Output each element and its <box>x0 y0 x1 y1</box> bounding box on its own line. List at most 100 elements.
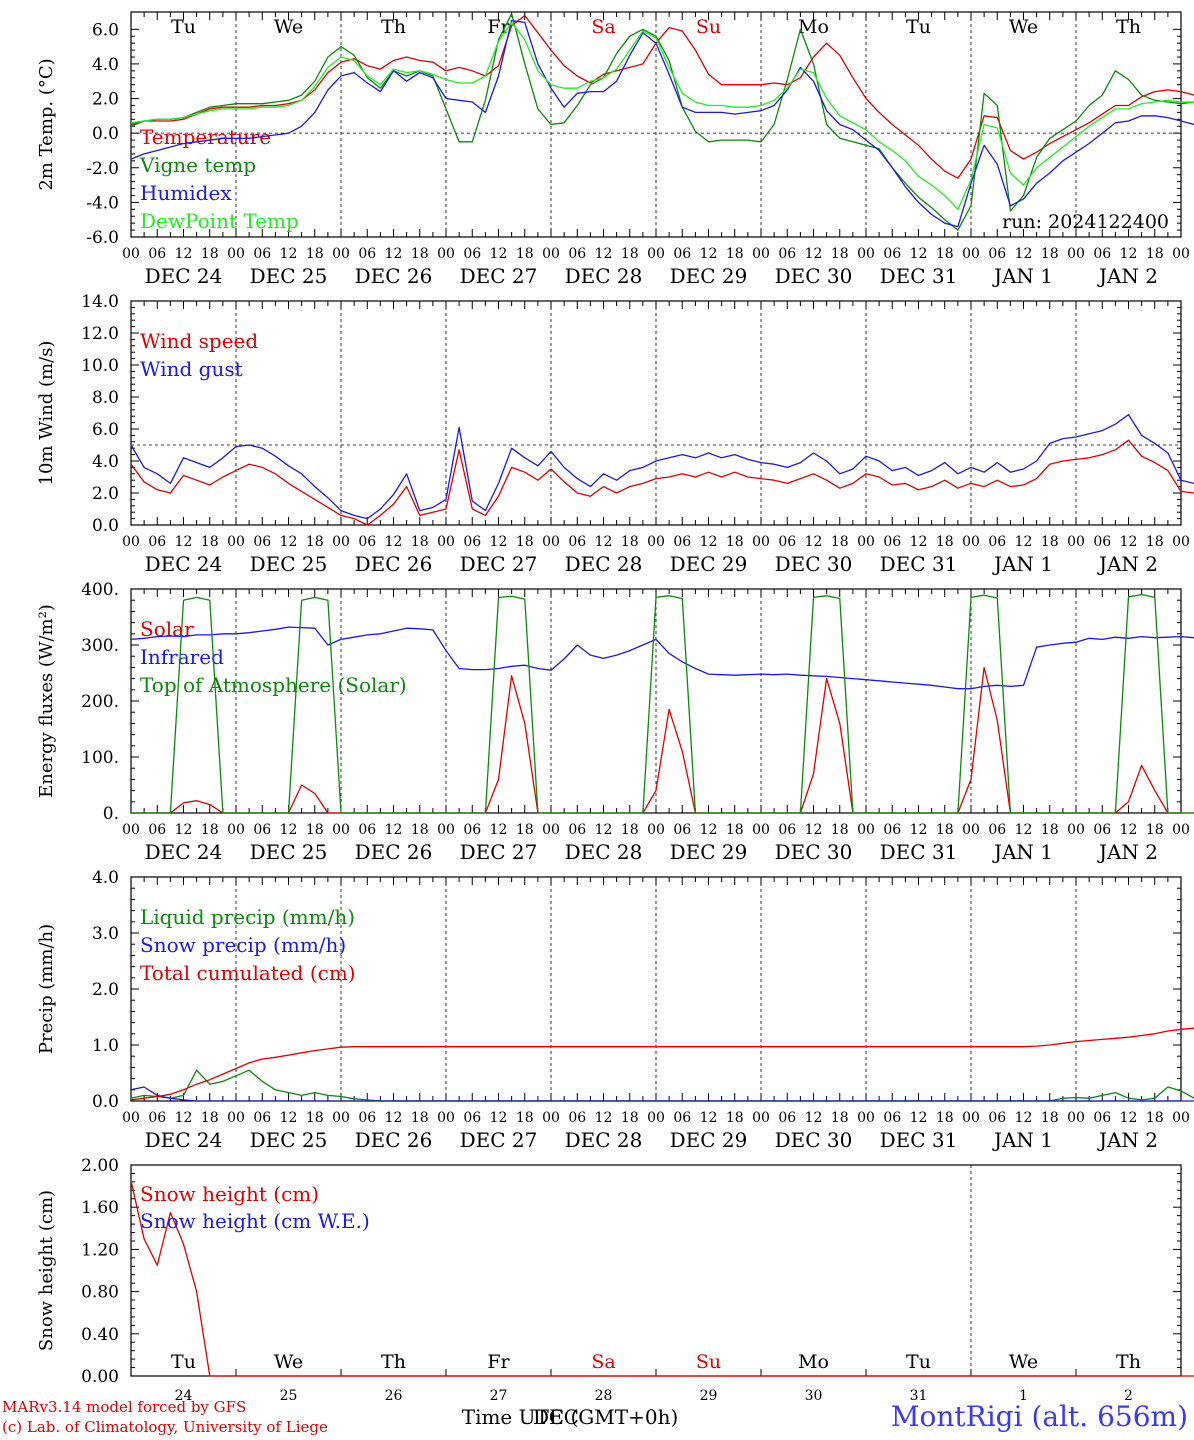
x-day-label: DEC 31 <box>880 1128 958 1152</box>
x-day-label: DEC 27 <box>460 264 538 288</box>
x-day-number: 30 <box>805 1388 823 1404</box>
y-tick-label: 8.0 <box>92 388 119 408</box>
y-tick-label: 1.60 <box>81 1198 119 1218</box>
x-hour-label: 06 <box>148 822 166 838</box>
x-hour-label: 12 <box>805 534 823 550</box>
x-hour-label: 00 <box>1067 534 1085 550</box>
x-day-label: DEC 25 <box>250 1128 328 1152</box>
x-hour-label: 06 <box>463 822 481 838</box>
x-hour-label: 12 <box>910 822 928 838</box>
x-day-label: DEC 24 <box>145 840 223 864</box>
weekday-label: Su <box>696 16 721 38</box>
x-hour-label: 18 <box>1146 534 1164 550</box>
x-day-label: DEC 31 <box>880 552 958 576</box>
x-hour-label: 00 <box>647 246 665 262</box>
x-hour-label: 00 <box>962 822 980 838</box>
x-hour-label: 12 <box>175 534 193 550</box>
x-hour-label: 12 <box>1015 1110 1033 1126</box>
x-hour-label: 00 <box>1172 822 1190 838</box>
x-hour-label: 18 <box>831 534 849 550</box>
plot-frame <box>130 300 1182 526</box>
x-hour-label: 06 <box>253 1110 271 1126</box>
x-hour-label: 12 <box>700 534 718 550</box>
panel-1: 6.04.02.00.0-2.0-4.0-6.02m Temp. (°C)00 0… <box>36 11 1194 288</box>
x-day-number: 24 <box>175 1388 193 1404</box>
x-hour-label: 00 <box>752 822 770 838</box>
x-hour-label: 06 <box>673 534 691 550</box>
x-hour-label: 00 <box>1067 1110 1085 1126</box>
x-hour-label: 06 <box>883 822 901 838</box>
panel-5: 2.00 1.60 1.20 0.80 0.40 0.00 Snow height (cm)… <box>36 1156 1194 1429</box>
weekday-label: We <box>274 1351 303 1373</box>
y-tick-label: -4.0 <box>86 193 119 213</box>
x-hour-label: 12 <box>1015 534 1033 550</box>
x-hour-label: 06 <box>883 246 901 262</box>
x-hour-label: 06 <box>148 246 166 262</box>
x-day-label: DEC 24 <box>145 1128 223 1152</box>
lab-credit: (c) Lab. of Climatology, University of L… <box>2 1418 328 1436</box>
x-hour-label: 06 <box>463 1110 481 1126</box>
x-hour-label: 00 <box>542 246 560 262</box>
x-hour-label: 00 <box>752 1110 770 1126</box>
y-tick-label: 14.0 <box>81 292 119 312</box>
y-tick-label: -2.0 <box>86 159 119 179</box>
y-tick-label: 300. <box>81 636 119 656</box>
x-day-label: JAN 1 <box>992 264 1053 288</box>
y-axis-label: Energy fluxes (W/m²) <box>36 604 57 798</box>
x-hour-label: 12 <box>385 1110 403 1126</box>
weekday-label: Th <box>381 1351 406 1373</box>
x-hour-label: 00 <box>542 1110 560 1126</box>
x-hour-label: 12 <box>280 822 298 838</box>
y-tick-label: 0.0 <box>92 1092 119 1112</box>
weekday-label: Tu <box>171 16 196 38</box>
x-hour-label: 18 <box>621 822 639 838</box>
panel-4: 4.0 3.0 2.0 1.0 0.0 Precip (mm/h) 00 06 12 18 00 06… <box>36 868 1194 1152</box>
x-hour-label: 12 <box>700 822 718 838</box>
legend-entry: Wind gust <box>140 357 243 381</box>
x-day-label: DEC 27 <box>460 552 538 576</box>
x-day-label: DEC 31 <box>880 840 958 864</box>
x-hour-label: 06 <box>463 246 481 262</box>
x-hour-label: 00 <box>122 822 140 838</box>
x-hour-label: 18 <box>411 246 429 262</box>
x-hour-label: 06 <box>1093 1110 1111 1126</box>
x-hour-label: 06 <box>673 246 691 262</box>
x-hour-label: 06 <box>988 822 1006 838</box>
x-hour-label: 18 <box>936 534 954 550</box>
weekday-label: Th <box>1116 16 1141 38</box>
weekday-label: Mo <box>798 16 829 38</box>
legend-entry: Liquid precip (mm/h) <box>140 905 355 929</box>
x-day-label: DEC 24 <box>145 552 223 576</box>
x-hour-label: 18 <box>306 246 324 262</box>
x-hour-label: 06 <box>778 1110 796 1126</box>
x-day-label: DEC 30 <box>775 552 853 576</box>
y-tick-label: 12.0 <box>81 324 119 344</box>
x-hour-label: 06 <box>358 822 376 838</box>
x-hour-label: 18 <box>516 246 534 262</box>
x-hour-label: 12 <box>1120 822 1138 838</box>
x-hour-label: 18 <box>201 822 219 838</box>
weekday-label: Th <box>1116 1351 1141 1373</box>
x-day-number: 27 <box>490 1388 508 1404</box>
x-hour-label: 00 <box>437 822 455 838</box>
x-day-label: DEC 29 <box>670 552 748 576</box>
x-hour-label: 06 <box>778 534 796 550</box>
legend-entry: DewPoint Temp <box>140 209 299 233</box>
weekday-label: Th <box>381 16 406 38</box>
series-line-1 <box>130 1180 1194 1377</box>
weekday-label: We <box>1009 16 1038 38</box>
x-day-label: DEC 29 <box>670 840 748 864</box>
x-day-number: 28 <box>595 1388 613 1404</box>
x-day-label: DEC 30 <box>775 264 853 288</box>
x-day-number: 25 <box>280 1388 298 1404</box>
series-line-2 <box>130 413 1194 520</box>
x-hour-label: 06 <box>988 534 1006 550</box>
x-day-label: JAN 1 <box>992 552 1053 576</box>
x-hour-label: 00 <box>1172 534 1190 550</box>
x-hour-label: 18 <box>306 1110 324 1126</box>
x-hour-label: 06 <box>1093 534 1111 550</box>
x-hour-label: 18 <box>726 246 744 262</box>
x-hour-label: 06 <box>358 534 376 550</box>
x-hour-label: 12 <box>1015 246 1033 262</box>
panel-2: 14.0 12.0 10.0 8.0 6.0 4.0 2.0 0.0 10m Wind (m/s… <box>36 292 1194 576</box>
